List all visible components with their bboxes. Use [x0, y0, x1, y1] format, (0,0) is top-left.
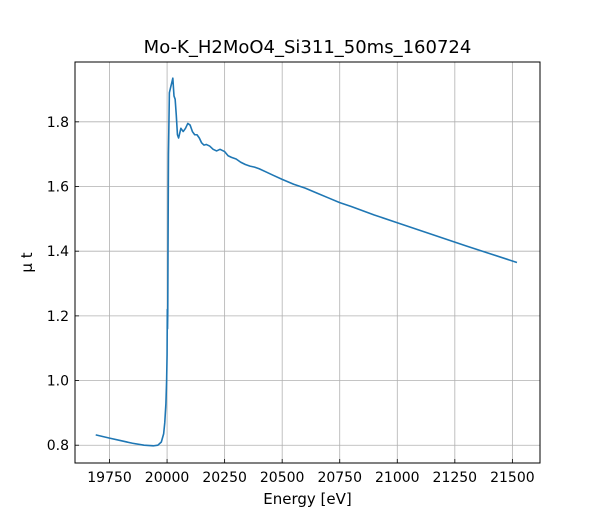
grid [75, 62, 540, 463]
y-axis-label: μ t [18, 252, 36, 272]
x-tick-label: 21000 [375, 470, 420, 486]
series-line-0 [95, 77, 518, 447]
plot-frame [74, 61, 541, 464]
y-tick-label: 1.2 [47, 309, 69, 325]
y-tick-label: 1.4 [47, 244, 69, 260]
x-axis-label: Energy [eV] [263, 490, 351, 508]
x-tick-label: 20500 [260, 470, 305, 486]
x-tick-label: 20250 [202, 470, 247, 486]
y-tick-label: 1.0 [47, 374, 69, 390]
x-tick-label: 21250 [433, 470, 478, 486]
x-tick-label: 19750 [87, 470, 132, 486]
y-tick-label: 1.8 [47, 115, 69, 131]
plot-area [95, 77, 518, 447]
y-tick-label: 0.8 [47, 438, 69, 454]
ticks: 19750 20000 20250 20500 20750 21000 21250 21500… [47, 115, 535, 486]
y-tick-label: 1.6 [47, 180, 69, 196]
x-tick-label: 20750 [317, 470, 362, 486]
chart-title: Mo-K_H2MoO4_Si311_50ms_160724 [144, 37, 472, 58]
x-tick-label: 20000 [145, 470, 190, 486]
x-tick-label: 21500 [490, 470, 535, 486]
